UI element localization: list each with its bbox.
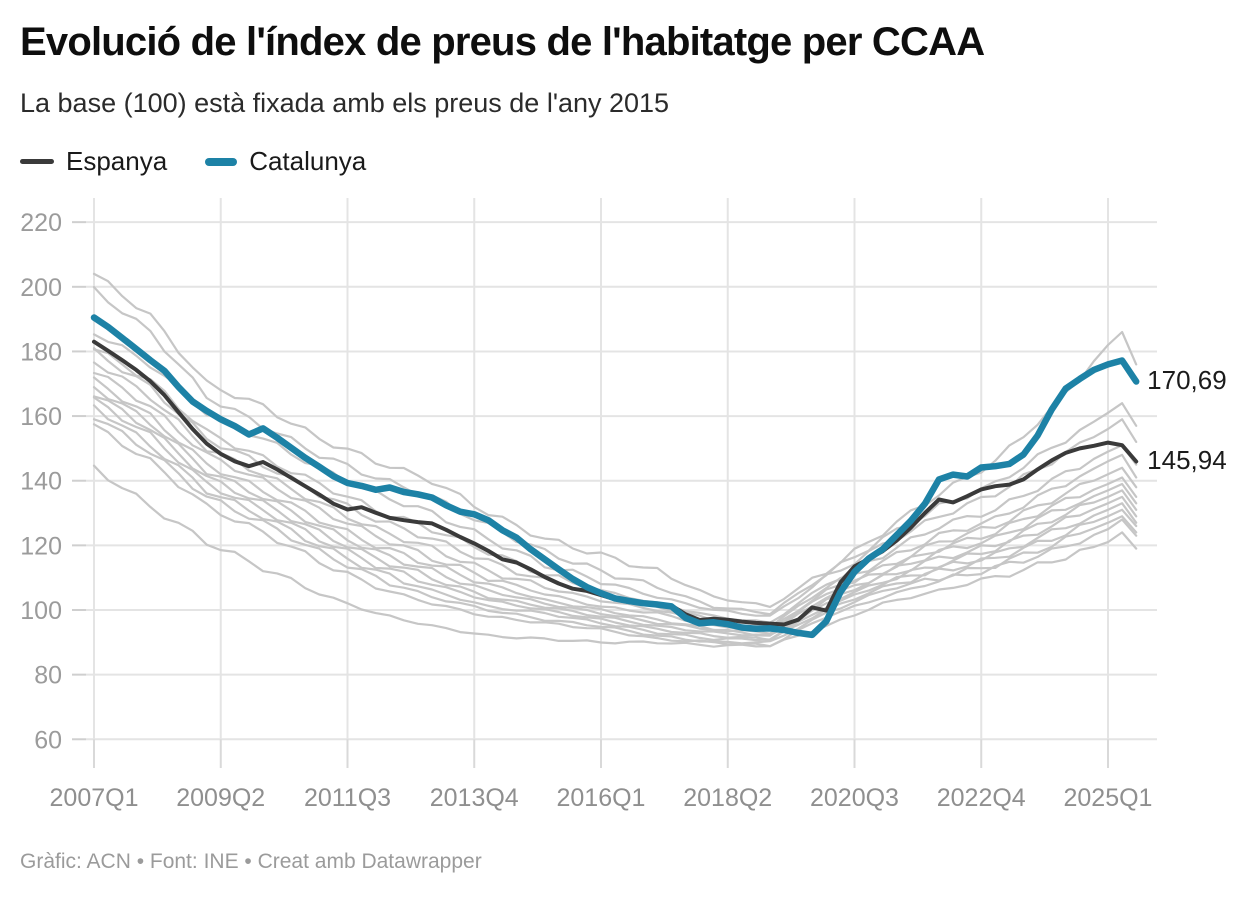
y-tick-label: 120 [20,532,62,560]
x-tick-label: 2022Q4 [937,784,1026,812]
x-tick-label: 2025Q1 [1064,784,1153,812]
chart-credit-footer: Gràfic: ACN • Font: INE • Creat amb Data… [20,850,482,873]
ccaa-gray-line [92,348,1138,624]
ccaa-gray-line [92,371,1138,630]
y-tick-label: 100 [20,597,62,625]
ccaa-gray-line [92,395,1138,637]
legend: Espanya Catalunya [20,146,366,177]
ccaa-gray-line [92,418,1138,645]
ccaa-gray-line [92,404,1138,642]
y-tick-label: 160 [20,403,62,431]
legend-item-espanya: Espanya [20,146,167,177]
ccaa-gray-line [92,423,1138,648]
legend-item-catalunya: Catalunya [205,146,366,177]
x-tick-label: 2007Q1 [50,784,139,812]
catalunya-end-value-label: 170,69 [1147,364,1227,395]
x-tick-label: 2009Q2 [176,784,265,812]
y-tick-label: 140 [20,468,62,496]
ccaa-gray-line [92,396,1138,642]
chart-subtitle: La base (100) està fixada amb els preus … [20,88,670,118]
espanya-end-value-label: 145,94 [1147,444,1227,475]
ccaa-gray-line [92,464,1138,648]
ccaa-gray-line [92,386,1138,637]
ccaa-gray-line [92,272,1138,609]
legend-label-catalunya: Catalunya [249,146,367,176]
y-tick-label: 180 [20,338,62,366]
chart-title: Evolució de l'índex de preus de l'habita… [20,20,985,64]
y-tick-label: 200 [20,274,62,302]
x-tick-label: 2011Q3 [304,784,391,812]
x-tick-label: 2018Q2 [683,784,772,812]
x-tick-label: 2020Q3 [810,784,899,812]
ccaa-gray-line [92,333,1138,617]
x-tick-label: 2013Q4 [430,784,519,812]
y-tick-label: 60 [34,726,62,754]
x-tick-label: 2016Q1 [557,784,646,812]
espanya-line-swatch-icon [20,159,54,164]
ccaa-gray-line [92,376,1138,635]
catalunya-line [90,314,1140,639]
ccaa-gray-line [92,361,1138,630]
y-tick-label: 80 [34,662,62,690]
legend-label-espanya: Espanya [66,146,168,176]
catalunya-line-swatch-icon [205,157,238,166]
y-tick-label: 220 [20,209,62,237]
